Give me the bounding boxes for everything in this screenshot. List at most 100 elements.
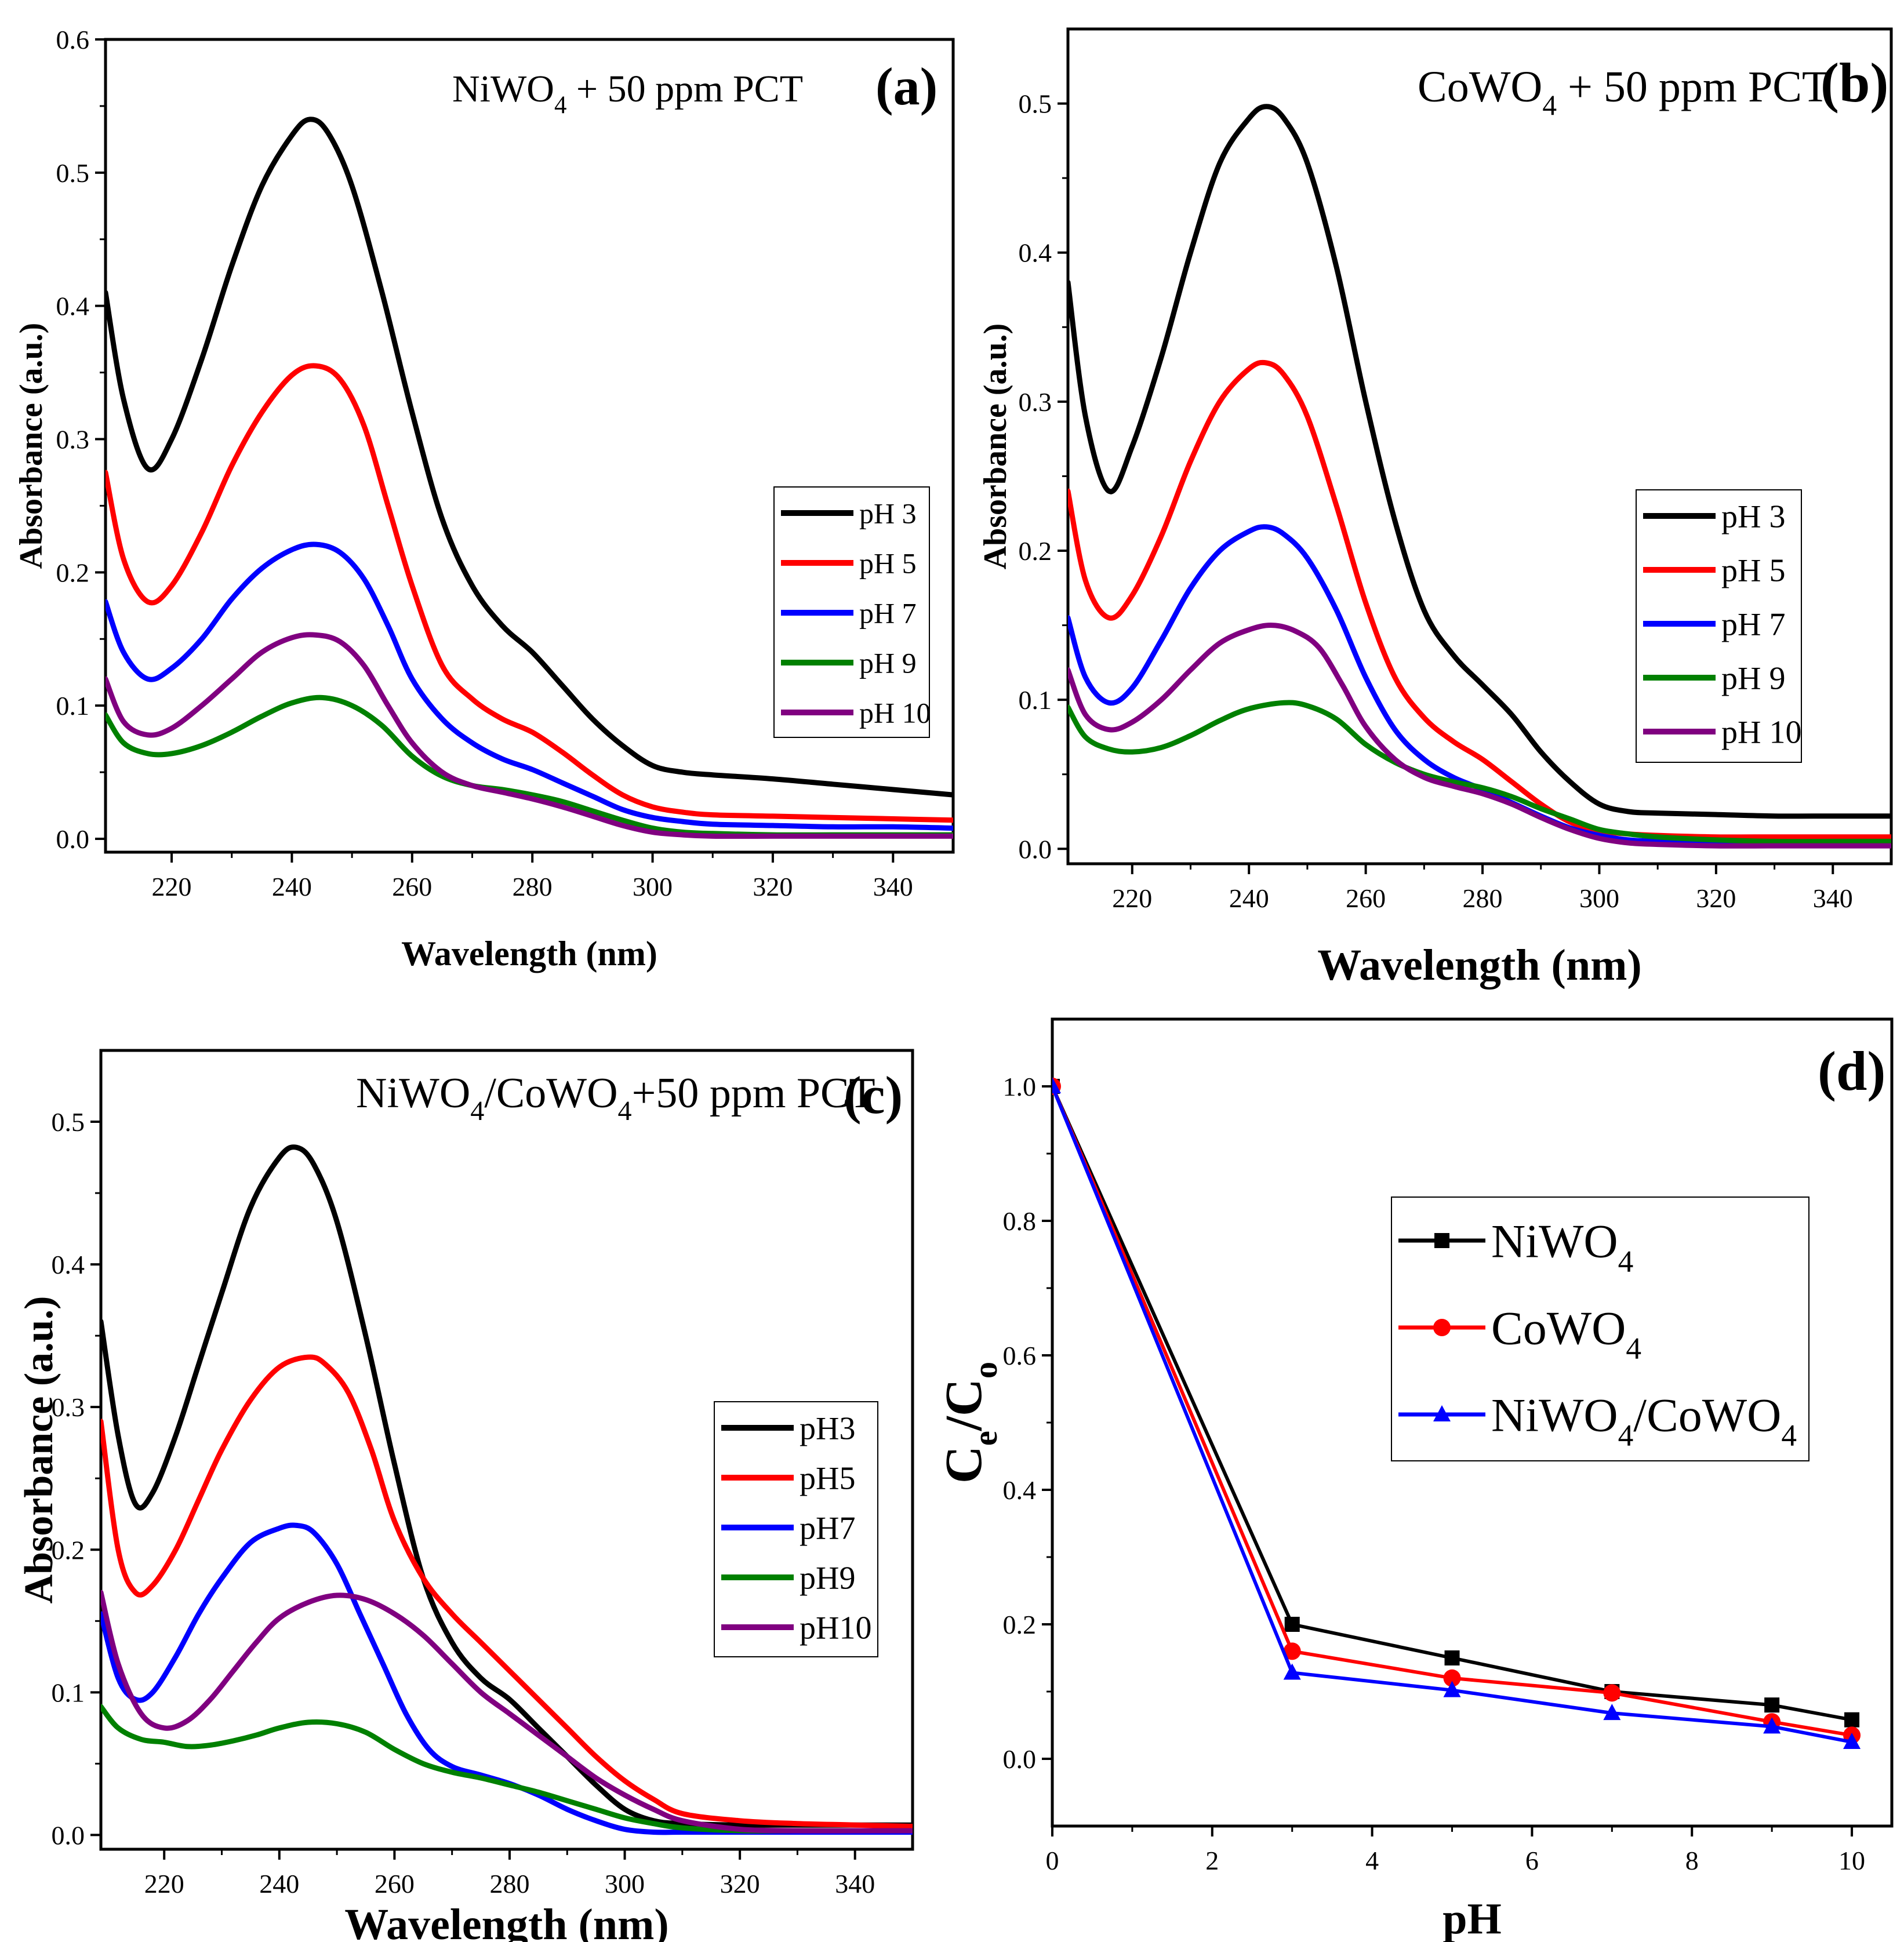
legend: pH 3 pH 5 pH 7 pH 9 pH 10 bbox=[773, 486, 931, 738]
x-tick-label: 240 bbox=[272, 872, 312, 901]
y-tick-label: 0.2 bbox=[1019, 536, 1052, 566]
legend-label: pH7 bbox=[800, 1511, 855, 1547]
legend-label: pH3 bbox=[800, 1411, 855, 1447]
x-tick-label: 240 bbox=[259, 1869, 299, 1899]
y-tick-label: 0.4 bbox=[1003, 1475, 1037, 1505]
legend-label: pH 3 bbox=[859, 497, 917, 530]
legend-label: pH 5 bbox=[1721, 553, 1785, 589]
series-line-4 bbox=[106, 632, 953, 839]
panel-label: (c) bbox=[844, 1065, 903, 1125]
data-point-square bbox=[1764, 1697, 1780, 1713]
data-layer bbox=[1068, 104, 1891, 849]
y-tick-label: 0.0 bbox=[56, 824, 90, 854]
data-point-triangle bbox=[1283, 1663, 1301, 1680]
y-tick-label: 0.4 bbox=[52, 1250, 85, 1279]
x-tick-label: 300 bbox=[605, 1869, 645, 1899]
legend-label: CoWO4 bbox=[1491, 1302, 1641, 1366]
data-layer bbox=[101, 1144, 913, 1835]
legend-label: pH 10 bbox=[1721, 715, 1801, 751]
y-tick-label: 0.2 bbox=[56, 558, 90, 587]
legend-label: pH 7 bbox=[1721, 607, 1785, 643]
y-tick-label: 0.3 bbox=[52, 1392, 85, 1422]
series-line-2 bbox=[1068, 524, 1891, 846]
data-point-triangle bbox=[1052, 1077, 1061, 1093]
x-tick-label: 260 bbox=[375, 1869, 415, 1899]
series-line-0 bbox=[1052, 1085, 1852, 1722]
y-tick-label: 0.1 bbox=[52, 1678, 85, 1707]
y-tick-label: 0.8 bbox=[1003, 1206, 1037, 1236]
panel-label: (d) bbox=[1818, 1040, 1885, 1102]
data-point-circle bbox=[1283, 1642, 1301, 1660]
plot-title: NiWO4 + 50 ppm PCT bbox=[452, 68, 803, 119]
x-tick-label: 220 bbox=[144, 1869, 184, 1899]
series-line-2 bbox=[101, 1522, 913, 1835]
panel-label: (a) bbox=[875, 57, 938, 116]
legend-marker-circle bbox=[1433, 1319, 1451, 1336]
x-tick-label: 220 bbox=[152, 872, 192, 901]
y-tick-label: 0.1 bbox=[1019, 685, 1052, 715]
y-tick-label: 0.1 bbox=[56, 691, 90, 721]
data-point-circle bbox=[1443, 1669, 1461, 1687]
x-tick-label: 0 bbox=[1046, 1846, 1059, 1875]
y-tick-label: 0.5 bbox=[1019, 89, 1052, 119]
x-tick-label: 280 bbox=[513, 872, 553, 901]
y-tick-label: 0.4 bbox=[1019, 238, 1052, 268]
legend-label: pH 9 bbox=[1721, 661, 1785, 697]
panel-label: (b) bbox=[1821, 52, 1888, 114]
series-line-3 bbox=[1068, 700, 1891, 845]
x-tick-label: 260 bbox=[1346, 883, 1386, 913]
y-tick-label: 0.5 bbox=[52, 1107, 85, 1137]
y-tick-label: 0.3 bbox=[56, 425, 90, 454]
y-axis-label: Absorbance (a.u.) bbox=[17, 1296, 61, 1604]
plot-title: NiWO4/CoWO4+50 ppm PCT bbox=[356, 1070, 875, 1126]
x-tick-label: 280 bbox=[1463, 883, 1503, 913]
series-line-3 bbox=[101, 1704, 913, 1834]
data-point-circle bbox=[1603, 1684, 1621, 1702]
y-tick-label: 0.6 bbox=[1003, 1341, 1037, 1370]
x-tick-label: 320 bbox=[720, 1869, 760, 1899]
legend-label: pH10 bbox=[800, 1610, 871, 1646]
legend-label: pH5 bbox=[800, 1461, 855, 1497]
data-layer bbox=[1052, 1077, 1861, 1749]
legend-label: pH 10 bbox=[859, 697, 931, 729]
data-layer bbox=[106, 117, 953, 839]
legend-label: NiWO4/CoWO4 bbox=[1491, 1389, 1797, 1453]
x-tick-label: 300 bbox=[1579, 883, 1619, 913]
legend: pH3 pH5 pH7 pH9 pH10 bbox=[714, 1401, 878, 1657]
data-point-square bbox=[1444, 1650, 1460, 1665]
y-tick-label: 0.4 bbox=[56, 292, 90, 321]
x-tick-label: 240 bbox=[1229, 883, 1269, 913]
legend-label: pH9 bbox=[800, 1561, 855, 1596]
legend-marker-square bbox=[1434, 1233, 1449, 1248]
series-line-1 bbox=[101, 1354, 913, 1830]
panel-c: 220 240 260 280 300 320 340 0.0 0.1 0.2 0.3 0.4 0.5 p… bbox=[17, 1049, 914, 1942]
x-tick-label: 340 bbox=[1813, 883, 1853, 913]
panel-d: 0 2 4 6 8 100.00.20.40.60.81.0NiWO4CoWO4NiWO4… bbox=[935, 1017, 1894, 1942]
x-tick-label: 10 bbox=[1838, 1846, 1865, 1875]
y-axis-label: Ce/Co bbox=[935, 1362, 1004, 1483]
series-line-2 bbox=[106, 541, 953, 831]
plot-title: CoWO4 + 50 ppm PCT bbox=[1418, 63, 1829, 121]
y-tick-label: 0.5 bbox=[56, 158, 90, 188]
y-tick-label: 0.6 bbox=[56, 25, 90, 54]
panel-a: 220 240 260 280 300 320 340 0.0 0.1 0.2 0.3 0.4 0.5 0… bbox=[13, 25, 955, 973]
legend-marker-triangle bbox=[1433, 1405, 1451, 1421]
x-tick-label: 320 bbox=[753, 872, 793, 901]
legend-label: pH 5 bbox=[859, 547, 917, 580]
legend: pH 3 pH 5 pH 7 pH 9 pH 10 bbox=[1636, 489, 1802, 763]
x-axis-label: Wavelength (nm) bbox=[1317, 941, 1641, 990]
series-line-1 bbox=[106, 363, 953, 823]
x-axis-label: Wavelength (nm) bbox=[344, 1900, 668, 1942]
data-point-triangle bbox=[1443, 1681, 1461, 1697]
y-tick-label: 0.0 bbox=[1019, 834, 1052, 864]
legend: NiWO4 CoWO4 NiWO4/CoWO4 bbox=[1391, 1197, 1809, 1461]
legend-label: pH 3 bbox=[1721, 499, 1785, 535]
plot-frame bbox=[1066, 27, 1893, 865]
data-point-triangle bbox=[1603, 1704, 1621, 1721]
legend-label: pH 9 bbox=[859, 647, 917, 679]
series-line-0 bbox=[101, 1144, 913, 1828]
x-tick-label: 2 bbox=[1205, 1846, 1219, 1875]
y-tick-label: 0.2 bbox=[1003, 1610, 1037, 1639]
